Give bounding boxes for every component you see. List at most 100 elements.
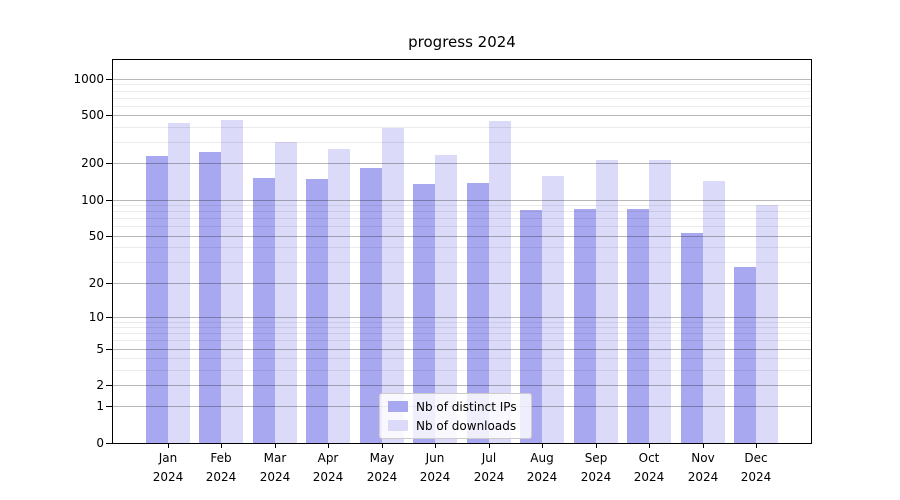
x-tick-mark xyxy=(649,444,650,448)
x-tick-mark xyxy=(435,444,436,448)
bar-downloads-oct xyxy=(649,160,671,443)
legend-item-downloads: Nb of downloads xyxy=(388,418,517,433)
bar-ips-sep xyxy=(574,209,596,443)
x-tick-label-may: May 2024 xyxy=(366,451,398,484)
bar-ips-oct xyxy=(627,209,649,443)
x-tick-label-apr: Apr 2024 xyxy=(312,451,344,484)
bar-downloads-jun xyxy=(435,155,457,443)
bar-downloads-jan xyxy=(168,123,190,443)
bar-downloads-dec xyxy=(756,205,778,443)
bar-ips-apr xyxy=(306,179,328,443)
y-tick-label: 20 xyxy=(88,275,104,290)
x-tick-label-jul: Jul 2024 xyxy=(473,451,505,484)
bar-ips-dec xyxy=(734,267,756,443)
legend-item-distinct-ips: Nb of distinct IPs xyxy=(388,399,517,414)
x-tick-label-jun: Jun 2024 xyxy=(419,451,451,484)
y-tick-label: 0 xyxy=(96,436,104,450)
gridline-minor xyxy=(113,84,811,85)
gridline-major xyxy=(113,79,811,80)
legend-label-distinct-ips: Nb of distinct IPs xyxy=(416,399,517,414)
legend: Nb of distinct IPs Nb of downloads xyxy=(379,393,532,439)
y-tick-label: 1000 xyxy=(73,71,104,86)
bar-ips-jan xyxy=(146,156,168,443)
legend-label-downloads: Nb of downloads xyxy=(416,418,517,433)
legend-swatch-ips-icon xyxy=(388,401,408,412)
gridline-minor xyxy=(113,262,811,263)
legend-swatch-downloads-icon xyxy=(388,420,408,431)
bar-ips-jul xyxy=(467,183,489,443)
y-tick-mark xyxy=(106,349,112,350)
gridline-minor xyxy=(113,98,811,99)
gridline-minor xyxy=(113,358,811,359)
bar-ips-nov xyxy=(681,233,703,443)
x-tick-mark xyxy=(382,444,383,448)
y-tick-mark xyxy=(106,79,112,80)
y-tick-mark xyxy=(106,236,112,237)
gridline-minor xyxy=(113,218,811,219)
gridline-minor xyxy=(113,327,811,328)
x-tick-label-oct: Oct 2024 xyxy=(633,451,665,484)
y-tick-label: 500 xyxy=(81,108,104,123)
y-tick-label: 2 xyxy=(96,378,104,393)
y-tick-label: 10 xyxy=(88,309,104,324)
gridline-major xyxy=(113,236,811,237)
x-tick-mark xyxy=(596,444,597,448)
plot-area: Nb of distinct IPs Nb of downloads xyxy=(112,59,812,444)
bar-downloads-mar xyxy=(275,142,297,443)
bar-ips-may xyxy=(360,168,382,443)
x-tick-label-dec: Dec 2024 xyxy=(740,451,772,484)
y-tick-mark xyxy=(106,163,112,164)
x-tick-mark xyxy=(542,444,543,448)
gridline-major xyxy=(113,349,811,350)
bar-downloads-sep xyxy=(596,160,618,443)
x-tick-mark xyxy=(275,444,276,448)
gridline-major xyxy=(113,115,811,116)
gridline-minor xyxy=(113,333,811,334)
y-tick-mark xyxy=(106,443,112,444)
bar-downloads-apr xyxy=(328,149,350,443)
y-tick-mark xyxy=(106,406,112,407)
gridline-minor xyxy=(113,205,811,206)
x-tick-mark xyxy=(328,444,329,448)
bar-downloads-jul xyxy=(489,121,511,443)
chart-title: progress 2024 xyxy=(408,33,516,51)
bar-downloads-nov xyxy=(703,181,725,443)
x-tick-label-aug: Aug 2024 xyxy=(526,451,558,484)
x-tick-label-feb: Feb 2024 xyxy=(205,451,237,484)
x-tick-label-sep: Sep 2024 xyxy=(580,451,612,484)
x-tick-mark xyxy=(489,444,490,448)
x-tick-mark xyxy=(221,444,222,448)
x-tick-label-nov: Nov 2024 xyxy=(687,451,719,484)
gridline-minor xyxy=(113,226,811,227)
y-tick-mark xyxy=(106,200,112,201)
x-tick-mark xyxy=(703,444,704,448)
bar-downloads-may xyxy=(382,128,404,443)
y-tick-label: 1 xyxy=(96,399,104,414)
y-tick-mark xyxy=(106,317,112,318)
x-tick-mark xyxy=(168,444,169,448)
y-tick-label: 50 xyxy=(88,228,104,243)
gridline-major xyxy=(113,385,811,386)
y-tick-mark xyxy=(106,283,112,284)
gridline-major xyxy=(113,283,811,284)
gridline-major xyxy=(113,163,811,164)
y-tick-label: 200 xyxy=(81,156,104,171)
bar-ips-feb xyxy=(199,152,221,443)
bar-ips-aug xyxy=(520,210,542,443)
gridline-minor xyxy=(113,106,811,107)
x-tick-label-jan: Jan 2024 xyxy=(152,451,184,484)
gridline-major xyxy=(113,200,811,201)
bar-ips-mar xyxy=(253,178,275,443)
x-tick-mark xyxy=(756,444,757,448)
bar-downloads-feb xyxy=(221,120,243,443)
x-tick-label-mar: Mar 2024 xyxy=(259,451,291,484)
y-tick-label: 5 xyxy=(96,341,104,356)
gridline-minor xyxy=(113,127,811,128)
bar-ips-jun xyxy=(413,184,435,443)
y-tick-label: 100 xyxy=(81,192,104,207)
gridline-minor xyxy=(113,247,811,248)
gridline-minor xyxy=(113,370,811,371)
y-tick-mark xyxy=(106,385,112,386)
gridline-major xyxy=(113,317,811,318)
